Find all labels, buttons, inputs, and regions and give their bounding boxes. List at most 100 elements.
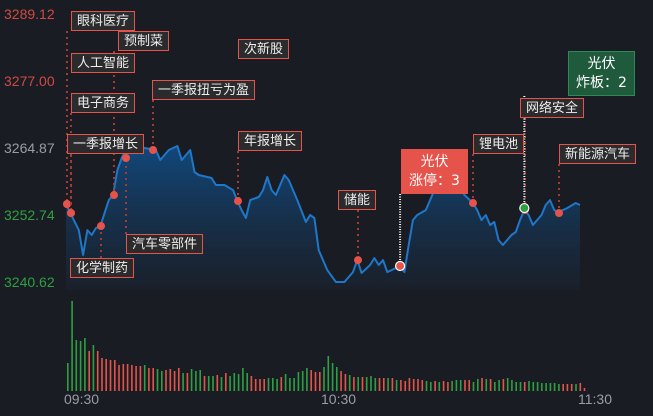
volume-bar xyxy=(280,377,283,391)
volume-bar xyxy=(511,380,513,391)
y-axis-label: 3264.87 xyxy=(4,140,55,156)
event-tag[interactable]: 年报增长 xyxy=(238,131,303,151)
volume-bar xyxy=(344,374,347,391)
volume-bar xyxy=(498,380,500,391)
volume-bar xyxy=(553,383,556,391)
volume-bar xyxy=(207,376,210,391)
volume-bar xyxy=(284,374,287,391)
volume-bar xyxy=(566,384,569,391)
volume-bar xyxy=(395,380,398,391)
volume-bar xyxy=(242,368,244,391)
volume-bar xyxy=(579,383,582,391)
event-tag[interactable]: 眼科医疗 xyxy=(71,11,136,31)
volume-bar xyxy=(472,382,475,391)
limit_broken-tag[interactable]: 光伏 炸板：2 xyxy=(568,51,635,96)
y-axis-label: 3277.00 xyxy=(4,72,55,89)
volume-bar xyxy=(314,372,317,391)
volume-bar xyxy=(378,378,381,391)
x-axis-label: 09:30 xyxy=(64,391,100,407)
price-area xyxy=(66,146,580,290)
volume-bar xyxy=(549,383,552,391)
volume-bar xyxy=(494,382,496,391)
volume-bar xyxy=(365,377,368,391)
volume-bar xyxy=(276,379,278,391)
event-marker xyxy=(110,191,118,200)
volume-bar xyxy=(118,365,120,391)
volume-bar xyxy=(225,373,227,391)
volume-bar xyxy=(541,383,543,391)
volume-bar xyxy=(374,378,377,391)
volume-bar xyxy=(67,363,69,391)
volume-bar xyxy=(348,375,351,391)
event-tag[interactable]: 汽车零部件 xyxy=(126,234,204,254)
limit_up-tag[interactable]: 光伏 涨停：3 xyxy=(401,149,468,194)
volume-bar xyxy=(481,378,483,391)
volume-bar xyxy=(306,368,308,391)
event-tag[interactable]: 一季报扭亏为盈 xyxy=(152,80,256,100)
volume-bar xyxy=(178,368,180,391)
volume-bar xyxy=(558,384,560,391)
event-marker xyxy=(469,199,477,208)
volume-bar xyxy=(84,338,86,391)
volume-bar xyxy=(71,301,73,391)
event-marker xyxy=(149,145,157,154)
tag-count: 炸板：2 xyxy=(576,75,627,91)
tag-count: 涨停：3 xyxy=(409,173,460,189)
event-tag[interactable]: 人工智能 xyxy=(71,53,136,73)
volume-bar xyxy=(477,379,479,391)
volume-bar xyxy=(126,364,129,391)
volume-bar xyxy=(451,381,453,391)
volume-bar xyxy=(536,382,539,391)
volume-bar xyxy=(327,356,330,391)
y-axis-label: 3240.62 xyxy=(4,274,55,290)
volume-bar xyxy=(400,380,402,391)
event-tag[interactable]: 电子商务 xyxy=(71,93,136,113)
event-marker xyxy=(354,256,362,265)
volume-bar xyxy=(562,384,564,391)
volume-bar xyxy=(464,380,466,391)
volume-bar xyxy=(515,382,517,391)
volume-bar xyxy=(105,359,107,391)
volume-bar xyxy=(297,372,300,391)
event-marker xyxy=(234,197,242,206)
volume-bar xyxy=(96,351,99,391)
event-marker xyxy=(122,154,130,163)
event-tag[interactable]: 次新股 xyxy=(238,39,290,59)
volume-bar xyxy=(404,381,406,391)
volume-bar xyxy=(519,382,522,391)
volume-bar xyxy=(122,364,125,391)
event-tag[interactable]: 预制菜 xyxy=(118,31,170,51)
volume-bar xyxy=(152,368,154,391)
event-tag[interactable]: 新能源汽车 xyxy=(559,144,637,164)
volume-bar xyxy=(485,379,488,391)
event-tag[interactable]: 锂电池 xyxy=(473,134,525,154)
x-axis-label: 10:30 xyxy=(321,391,357,407)
volume-bar xyxy=(583,388,586,391)
volume-bar xyxy=(190,369,193,391)
event-tag[interactable]: 储能 xyxy=(338,190,377,210)
volume-bar xyxy=(114,360,116,391)
volume-bar xyxy=(370,376,372,391)
volume-bar xyxy=(455,380,458,391)
event-tag[interactable]: 网络安全 xyxy=(520,98,585,118)
volume-bar xyxy=(438,382,441,391)
event-tag[interactable]: 一季报增长 xyxy=(67,134,145,154)
volume-bar xyxy=(79,341,82,391)
volume-bar xyxy=(336,367,338,391)
volume-bar xyxy=(417,379,419,391)
volume-bar xyxy=(528,381,530,391)
event-tag[interactable]: 化学制药 xyxy=(70,258,135,278)
volume-bar xyxy=(203,376,206,391)
volume-bar xyxy=(75,340,78,391)
volume-bar xyxy=(139,366,142,391)
volume-bar xyxy=(353,377,355,391)
volume-bar xyxy=(387,378,389,391)
volume-bar xyxy=(301,371,304,391)
volume-bar xyxy=(173,371,176,391)
event-marker xyxy=(67,209,75,218)
volume-bar xyxy=(250,376,253,391)
volume-bar xyxy=(212,376,214,391)
volume-bar xyxy=(506,378,509,391)
volume-bar xyxy=(289,378,291,391)
